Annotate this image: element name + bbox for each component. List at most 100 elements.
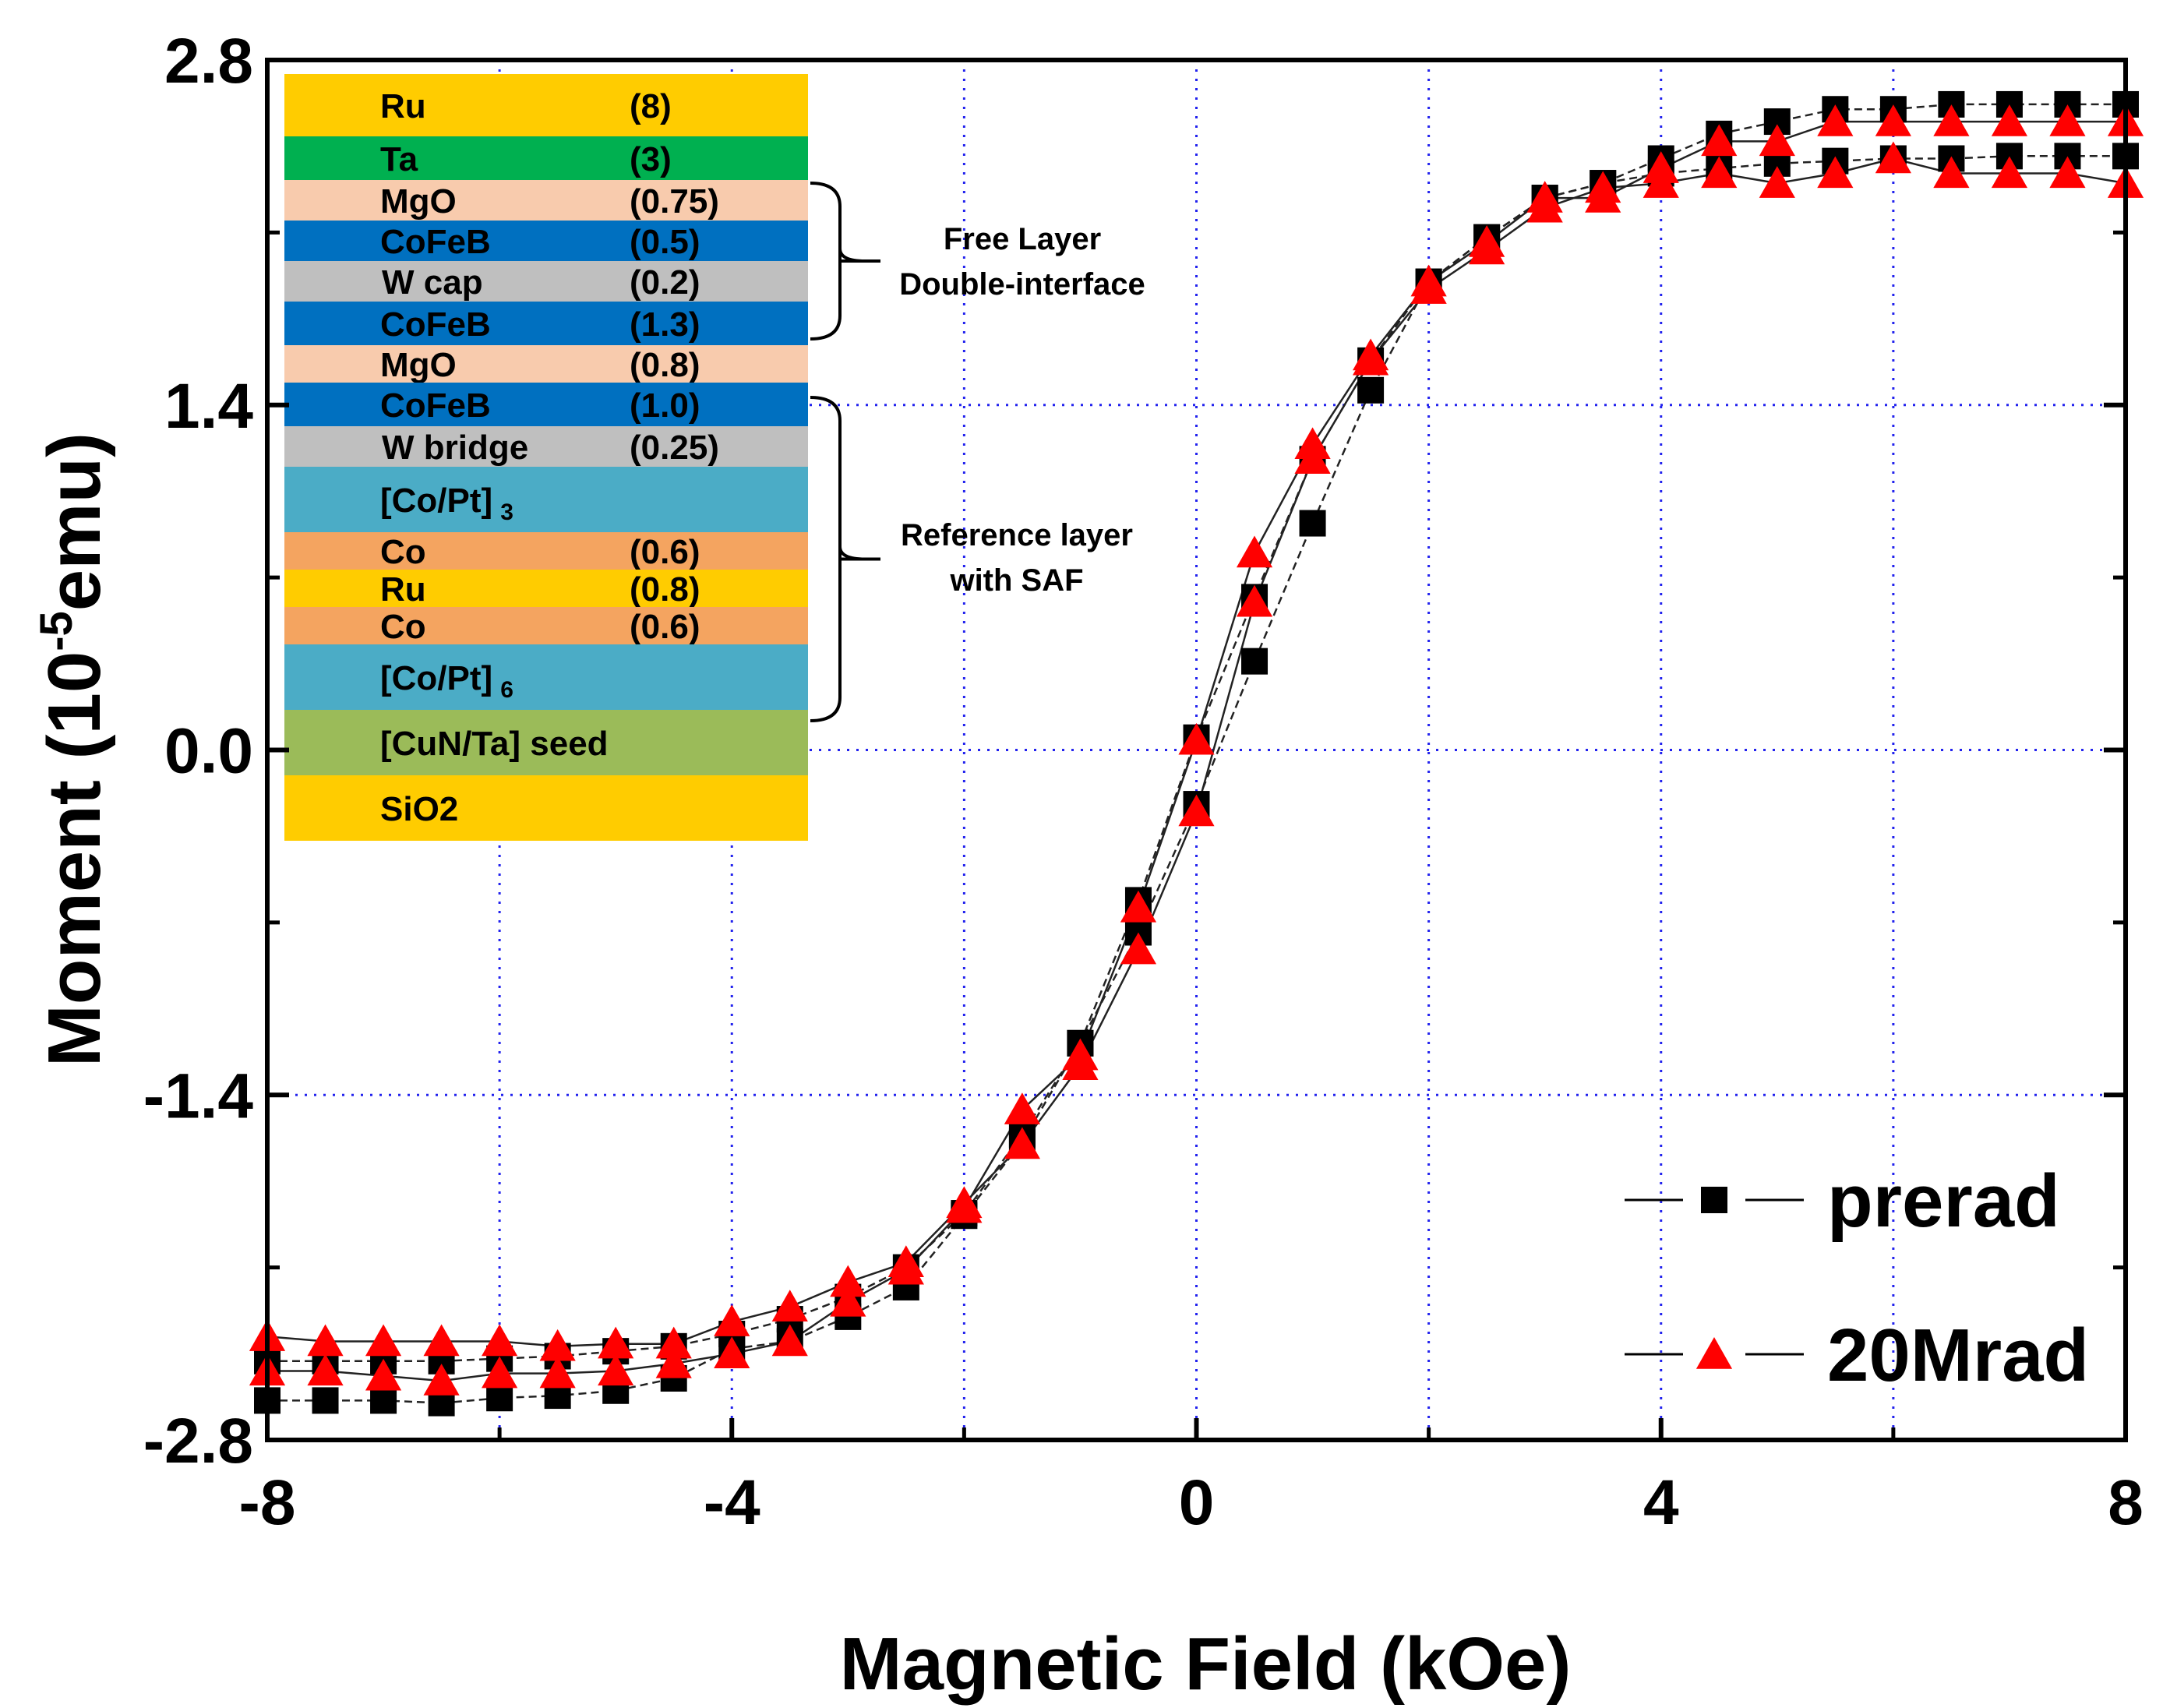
layer-name: W bridge [382, 429, 528, 467]
y-tick-label: 0.0 [164, 716, 253, 787]
y-tick-label: 1.4 [164, 371, 253, 442]
y-axis-title: Moment (10-5emu) [31, 432, 116, 1067]
layer-band [284, 261, 808, 302]
x-tick-label: 8 [2108, 1467, 2144, 1538]
free-layer-label: Double-interface [899, 267, 1145, 302]
layer-band [284, 467, 808, 532]
layer-name: [CuN/Ta] seed [380, 725, 609, 763]
layer-thickness: (1.3) [630, 305, 700, 344]
data-point-20Mrad [423, 1364, 460, 1396]
reference-layer-label: with SAF [949, 563, 1083, 598]
data-point-20Mrad [1004, 1092, 1041, 1124]
data-point-20Mrad [1759, 166, 1795, 198]
data-point-20Mrad [1120, 890, 1157, 923]
data-point-20Mrad [482, 1324, 518, 1357]
data-point-20Mrad [1759, 124, 1795, 157]
data-point-20Mrad [1933, 156, 1970, 189]
layer-subscript: 6 [500, 677, 513, 703]
layer-subscript: 3 [500, 499, 513, 525]
layer-band [284, 180, 808, 221]
data-point-20Mrad [1701, 156, 1738, 189]
reference-layer-label: Reference layer [901, 518, 1133, 552]
legend-marker-prerad [1701, 1187, 1727, 1213]
legend: prerad 20Mrad [1625, 1159, 2089, 1397]
data-point-20Mrad [1817, 104, 1854, 136]
layer-band [284, 607, 808, 644]
layer-name: W cap [382, 263, 483, 302]
layer-band [284, 383, 808, 426]
data-point-20Mrad [1643, 151, 1679, 183]
layer-thickness: (0.6) [630, 533, 700, 571]
data-point-20Mrad [307, 1353, 344, 1386]
free-layer-label: Free Layer [944, 222, 1101, 256]
layer-band [284, 74, 808, 136]
data-point-20Mrad [1701, 124, 1738, 157]
layer-thickness: (0.8) [630, 570, 700, 609]
data-point-20Mrad [539, 1329, 576, 1361]
y-axis-title-suffix: emu) [33, 432, 116, 611]
data-point-20Mrad [1294, 427, 1331, 460]
layer-name: CoFeB [380, 223, 491, 261]
layer-thickness: (3) [630, 140, 672, 178]
layer-thickness: (0.8) [630, 346, 700, 384]
x-tick-label: 0 [1179, 1467, 1215, 1538]
legend-label-prerad: prerad [1827, 1159, 2060, 1243]
x-axis-title: Magnetic Field (kOe) [840, 1622, 1572, 1706]
layer-thickness: (0.6) [630, 608, 700, 646]
data-point-20Mrad [1062, 1038, 1099, 1071]
layer-band [284, 221, 808, 261]
data-point-20Mrad [1585, 181, 1621, 213]
x-tick-label: -8 [239, 1467, 296, 1538]
layer-name: SiO2 [380, 790, 458, 828]
y-axis-title-exponent: -5 [31, 611, 82, 651]
data-point-20Mrad [1236, 535, 1273, 568]
layer-thickness: (8) [630, 87, 672, 125]
y-axis-title-prefix: Moment (10 [33, 651, 116, 1067]
data-point-20Mrad [655, 1346, 692, 1378]
layer-band [284, 426, 808, 467]
data-point-20Mrad [365, 1358, 402, 1391]
layer-band [284, 710, 808, 775]
data-point-prerad [1299, 510, 1326, 537]
data-point-20Mrad [771, 1290, 808, 1322]
layer-thickness: (0.75) [630, 182, 719, 221]
layer-name: [Co/Pt] 3 [380, 482, 513, 525]
data-point-20Mrad [1875, 104, 1911, 136]
data-point-prerad [1357, 376, 1385, 404]
data-point-prerad [370, 1387, 397, 1414]
x-tick-label: 4 [1643, 1467, 1679, 1538]
data-point-20Mrad [598, 1353, 634, 1386]
legend-marker-20Mrad [1695, 1337, 1733, 1369]
layer-name: [Co/Pt] 6 [380, 659, 513, 703]
layer-thickness: (0.5) [630, 223, 700, 261]
layer-name: Ru [380, 570, 426, 609]
layer-band [284, 345, 808, 383]
series-line-prerad [267, 155, 2126, 1363]
data-point-20Mrad [2049, 156, 2086, 189]
data-point-20Mrad [1875, 141, 1911, 174]
layer-stack-inset: Ru (8) Ta (3) MgO (0.75) CoFeB (0.5) W cap (0.2) C… [284, 74, 1145, 841]
data-point-20Mrad [1991, 156, 2028, 189]
axis-ticks [265, 58, 2128, 1442]
layer-name: Ru [380, 87, 426, 125]
data-point-20Mrad [830, 1284, 866, 1317]
data-point-20Mrad [1817, 156, 1854, 189]
data-point-20Mrad [714, 1304, 750, 1336]
data-point-20Mrad [423, 1324, 460, 1357]
data-point-20Mrad [307, 1324, 344, 1357]
data-point-20Mrad [887, 1252, 924, 1285]
data-point-20Mrad [830, 1265, 866, 1297]
data-point-20Mrad [1120, 932, 1157, 965]
data-point-20Mrad [1004, 1127, 1041, 1159]
data-point-20Mrad [655, 1326, 692, 1359]
y-tick-label: -2.8 [143, 1406, 253, 1477]
layer-thickness: (0.25) [630, 429, 719, 467]
layer-name: Ta [380, 140, 418, 178]
data-point-20Mrad [598, 1326, 634, 1359]
data-point-20Mrad [771, 1324, 808, 1357]
layer-band [284, 570, 808, 607]
layer-band [284, 532, 808, 570]
data-point-20Mrad [1236, 584, 1273, 617]
data-point-20Mrad [1991, 104, 2028, 136]
